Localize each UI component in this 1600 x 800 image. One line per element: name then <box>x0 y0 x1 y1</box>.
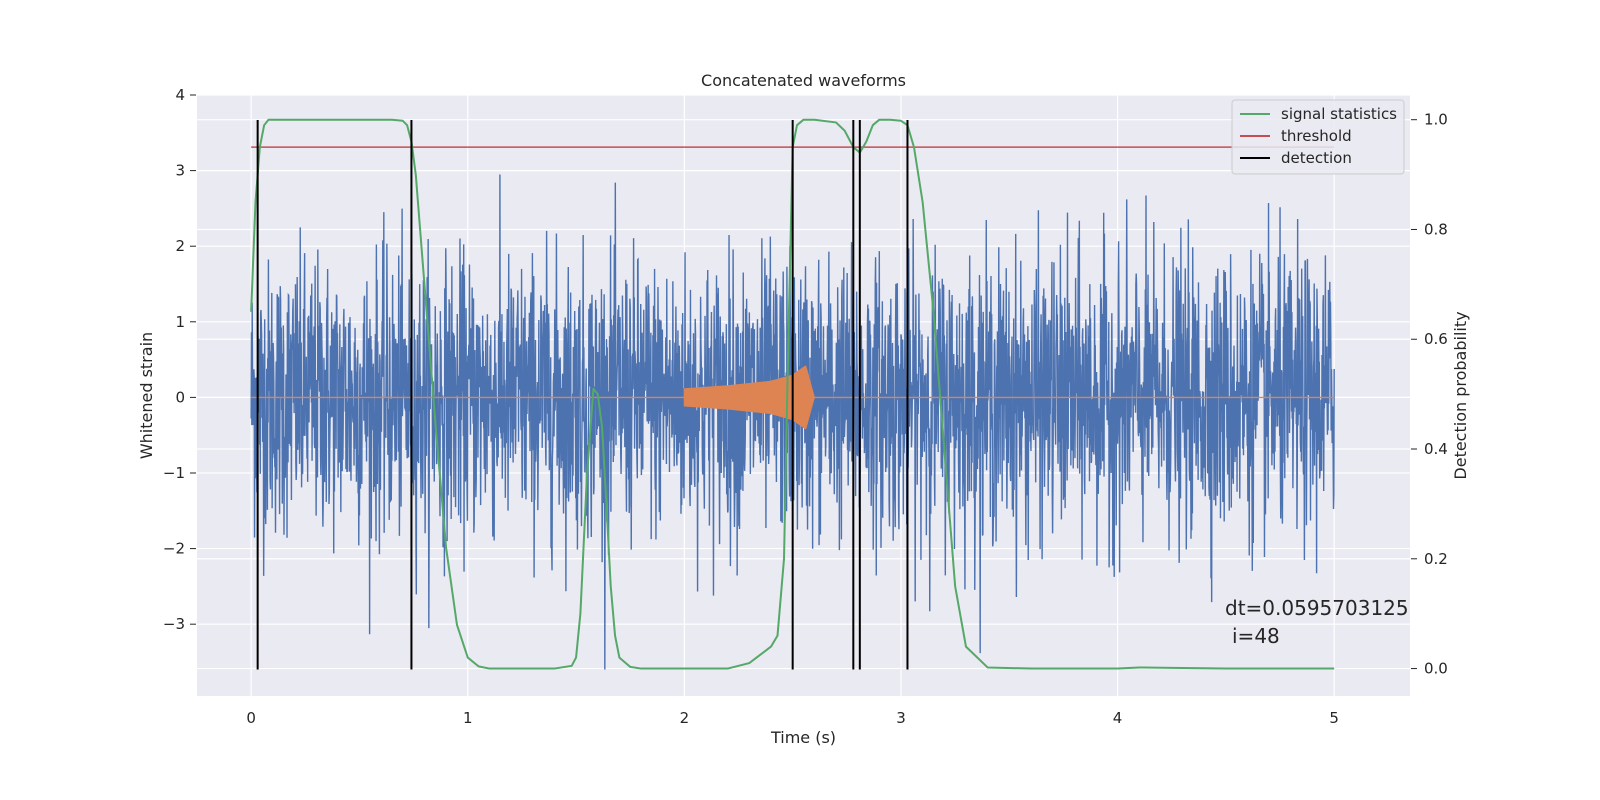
ticks: 0 1 2 3 4 5 −3 −2 −1 0 1 2 3 4 0.0 0.2 0.4 0.6 0.8 1.0 <box>163 86 1448 727</box>
legend: signal statistics threshold detection <box>1231 99 1405 175</box>
legend-label: threshold <box>1281 127 1352 145</box>
chart-title: Concatenated waveforms <box>701 71 906 90</box>
y-tick-label-left: 3 <box>175 162 185 180</box>
legend-label: detection <box>1281 149 1352 167</box>
y-axis-label-right: Detection probability <box>1451 311 1470 479</box>
series-signal-statistics-line <box>250 118 1335 670</box>
x-tick-label: 3 <box>896 709 906 727</box>
y-tick-label-left: 1 <box>175 313 185 331</box>
y-tick-label-right: 0.4 <box>1424 440 1448 458</box>
y-axis-label-left: Whitened strain <box>137 332 156 459</box>
legend-box <box>1231 99 1405 175</box>
legend-label: signal statistics <box>1281 105 1397 123</box>
y-tick-label-left: 4 <box>175 86 185 104</box>
x-axis-label: Time (s) <box>770 728 836 747</box>
x-tick-label: 1 <box>463 709 473 727</box>
annotation: dt=0.0595703125 i=48 <box>1225 596 1409 648</box>
x-tick-label: 2 <box>680 709 690 727</box>
y-tick-label-right: 1.0 <box>1424 111 1448 129</box>
x-tick-label: 0 <box>246 709 256 727</box>
series-layer <box>250 118 1335 670</box>
y-tick-label-right: 0.0 <box>1424 660 1448 678</box>
annotation-i: i=48 <box>1232 624 1280 648</box>
y-tick-label-right: 0.8 <box>1424 220 1448 238</box>
y-tick-label-right: 0.6 <box>1424 330 1448 348</box>
annotation-dt: dt=0.0595703125 <box>1225 596 1409 620</box>
y-tick-label-left: 2 <box>175 237 185 255</box>
y-tick-label-left: −1 <box>163 464 185 482</box>
y-tick-label-left: −2 <box>163 540 185 558</box>
y-tick-label-left: −3 <box>163 615 185 633</box>
x-tick-label: 4 <box>1113 709 1123 727</box>
y-tick-label-right: 0.2 <box>1424 550 1448 568</box>
x-tick-label: 5 <box>1329 709 1339 727</box>
y-tick-label-left: 0 <box>175 388 185 406</box>
